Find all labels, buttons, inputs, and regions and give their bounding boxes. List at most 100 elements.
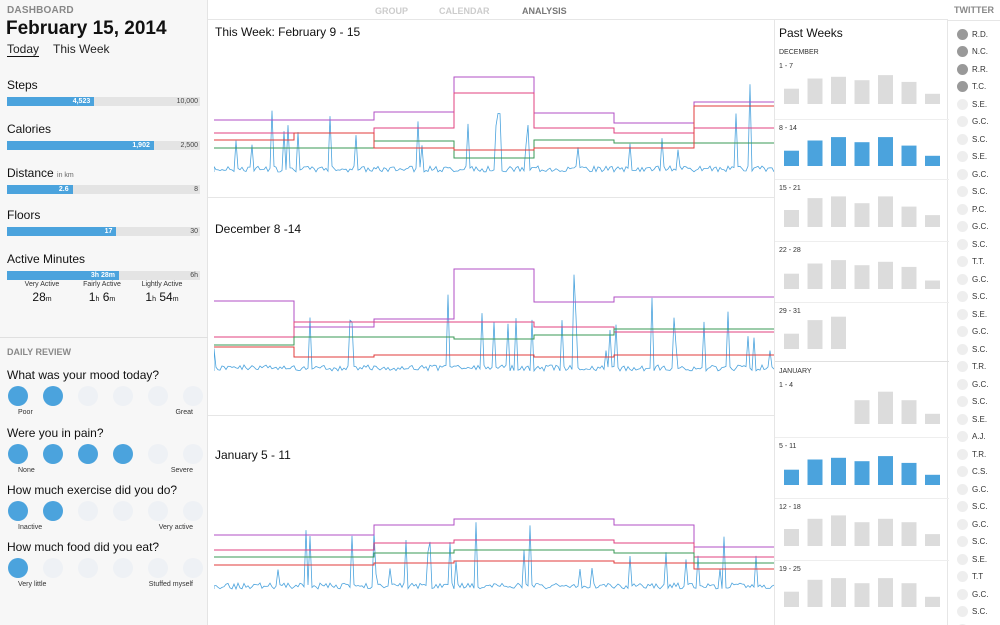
twitter-user[interactable]: P.C.: [957, 203, 987, 215]
rating-dot[interactable]: [43, 444, 63, 464]
day-bar: [854, 203, 870, 227]
twitter-user[interactable]: S.C.: [957, 606, 988, 618]
rating-dot[interactable]: [78, 558, 98, 578]
twitter-user[interactable]: S.E.: [957, 413, 987, 425]
twitter-user[interactable]: S.C.: [957, 501, 988, 513]
twitter-user[interactable]: C.S.: [957, 466, 988, 478]
rating-dot[interactable]: [183, 386, 203, 406]
avatar: [957, 536, 968, 547]
twitter-user[interactable]: S.C.: [957, 291, 988, 303]
day-bar: [807, 320, 823, 349]
twitter-user[interactable]: G.C.: [957, 116, 988, 128]
twitter-user[interactable]: S.C.: [957, 133, 988, 145]
day-bar: [854, 80, 870, 104]
question-text: How much exercise did you do?: [7, 483, 178, 497]
twitter-user[interactable]: G.C.: [957, 273, 988, 285]
rating-dot[interactable]: [43, 558, 63, 578]
rating-dot[interactable]: [113, 444, 133, 464]
twitter-user[interactable]: G.C.: [957, 518, 988, 530]
twitter-user[interactable]: N.C.: [957, 46, 988, 58]
rating-dot[interactable]: [148, 444, 168, 464]
lightly-active: Lightly Active 1h 54m: [132, 281, 192, 304]
twitter-user[interactable]: S.E.: [957, 98, 987, 110]
twitter-user[interactable]: G.C.: [957, 588, 988, 600]
week-divider: [775, 437, 949, 438]
rating-high-label: Very active: [158, 524, 193, 531]
twitter-user[interactable]: S.C.: [957, 396, 988, 408]
rating-dot[interactable]: [43, 386, 63, 406]
tab-group[interactable]: GROUP: [375, 6, 409, 16]
twitter-user[interactable]: A.J.: [957, 431, 986, 443]
rating-dot[interactable]: [8, 386, 28, 406]
rating-dot[interactable]: [8, 444, 28, 464]
panel-divider: [208, 415, 774, 416]
rating-scale: [8, 386, 203, 406]
twitter-user[interactable]: S.E.: [957, 151, 987, 163]
rating-dot[interactable]: [78, 444, 98, 464]
twitter-user[interactable]: S.E.: [957, 308, 987, 320]
rating-dot[interactable]: [183, 558, 203, 578]
rating-dot[interactable]: [183, 444, 203, 464]
rating-dot[interactable]: [43, 501, 63, 521]
twitter-user[interactable]: R.R.: [957, 63, 988, 75]
rating-dot[interactable]: [148, 558, 168, 578]
week-label: 15 - 21: [779, 185, 801, 192]
rating-dot[interactable]: [113, 386, 133, 406]
twitter-user[interactable]: T.T: [957, 571, 983, 583]
week-bars[interactable]: [775, 390, 949, 426]
rating-dot[interactable]: [148, 386, 168, 406]
twitter-user[interactable]: T.T.: [957, 256, 984, 268]
day-bar: [854, 265, 870, 289]
week-bars[interactable]: [775, 512, 949, 548]
rating-dot[interactable]: [183, 501, 203, 521]
week-bars[interactable]: [775, 255, 949, 291]
metric-title: Calories: [7, 122, 52, 136]
level-line-red: [214, 346, 774, 358]
week-bars[interactable]: [775, 132, 949, 168]
twitter-user[interactable]: G.C.: [957, 168, 988, 180]
twitter-user[interactable]: S.C.: [957, 238, 988, 250]
twitter-user[interactable]: R.D.: [957, 28, 988, 40]
rating-dot[interactable]: [148, 501, 168, 521]
avatar: [957, 571, 968, 582]
twitter-user[interactable]: S.C.: [957, 536, 988, 548]
rating-dot[interactable]: [78, 501, 98, 521]
tab-calendar[interactable]: CALENDAR: [439, 6, 490, 16]
metric-title: Steps: [7, 78, 38, 92]
twitter-user[interactable]: T.R.: [957, 361, 986, 373]
metric-progress-bar: 1,902 2,500: [7, 141, 200, 150]
twitter-user[interactable]: S.E.: [957, 553, 987, 565]
twitter-user[interactable]: S.C.: [957, 343, 988, 355]
twitter-user[interactable]: G.C.: [957, 378, 988, 390]
avatar: [957, 553, 968, 565]
week-bars[interactable]: [775, 451, 949, 487]
tab-today[interactable]: Today: [7, 42, 40, 57]
twitter-user[interactable]: G.C.: [957, 483, 988, 495]
activity-chart: [214, 76, 774, 173]
week-bars[interactable]: [775, 573, 949, 609]
week-label: 29 - 31: [779, 308, 801, 315]
tab-this-week[interactable]: This Week: [53, 42, 110, 56]
metric-progress-fill: [7, 97, 95, 106]
twitter-user[interactable]: S.C.: [957, 186, 988, 198]
week-bars[interactable]: [775, 315, 949, 351]
twitter-user-name: S.E.: [972, 99, 988, 109]
twitter-user[interactable]: T.R.: [957, 448, 986, 460]
twitter-user[interactable]: G.C.: [957, 221, 988, 233]
rating-dot[interactable]: [113, 558, 133, 578]
rating-dot[interactable]: [8, 558, 28, 578]
twitter-user-name: S.E.: [972, 414, 988, 424]
month-label: JANUARY: [779, 368, 812, 375]
rating-dot[interactable]: [78, 386, 98, 406]
twitter-user[interactable]: T.C.: [957, 81, 986, 93]
twitter-user[interactable]: G.C.: [957, 326, 988, 338]
week-bars[interactable]: [775, 193, 949, 229]
fairly-active-h-unit: h: [95, 296, 100, 303]
tab-analysis[interactable]: ANALYSIS: [522, 6, 567, 16]
rating-dot[interactable]: [8, 501, 28, 521]
week-bars[interactable]: [775, 70, 949, 106]
day-bar: [878, 578, 893, 607]
twitter-user-name: G.C.: [972, 379, 989, 389]
rating-dot[interactable]: [113, 501, 133, 521]
rating-high-label: Stuffed myself: [148, 581, 193, 588]
